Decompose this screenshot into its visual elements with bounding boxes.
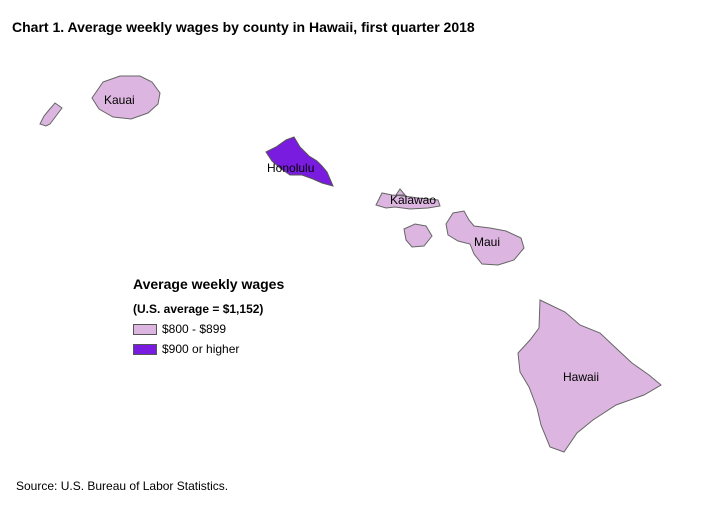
chart-title: Chart 1. Average weekly wages by county … [12, 19, 475, 35]
kalawao-label: Kalawao [390, 193, 436, 207]
legend-swatch [133, 323, 157, 335]
legend: Average weekly wages (U.S. average = $1,… [133, 276, 284, 356]
maui-label: Maui [474, 235, 500, 249]
legend-subtitle: (U.S. average = $1,152) [133, 302, 264, 316]
oahu-island[interactable] [265, 136, 334, 187]
legend-item-800-899: $800 - $899 [133, 322, 284, 336]
legend-swatch [133, 343, 157, 355]
legend-title: Average weekly wages [133, 276, 285, 292]
kauai-label: Kauai [104, 93, 135, 107]
legend-item-900-or-higher: $900 or higher [133, 342, 284, 356]
kalawao-peninsula[interactable] [395, 188, 407, 196]
maui-island[interactable] [445, 210, 525, 266]
hawaii-label: Hawaii [563, 370, 599, 384]
kauai-island[interactable] [91, 75, 161, 120]
source-note: Source: U.S. Bureau of Labor Statistics. [16, 479, 229, 493]
legend-label: $900 or higher [162, 342, 240, 356]
molokai-island[interactable] [375, 192, 441, 210]
legend-label: $800 - $899 [162, 322, 227, 336]
honolulu-label: Honolulu [267, 161, 314, 175]
lanai-island[interactable] [403, 223, 433, 248]
hawaii-island[interactable] [517, 299, 662, 453]
niihau-island[interactable] [39, 102, 63, 127]
